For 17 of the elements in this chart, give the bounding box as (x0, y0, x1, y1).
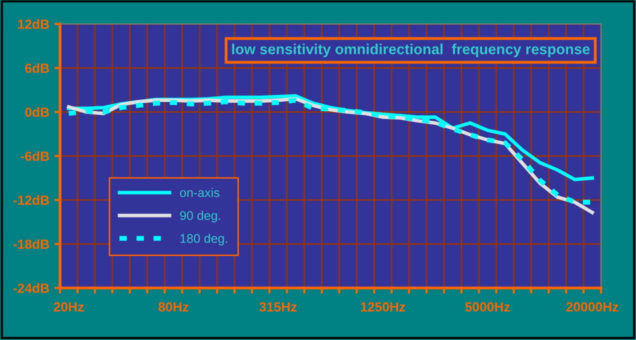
y-tick-label: -12dB (13, 195, 49, 205)
legend-label: on-axis (180, 188, 220, 198)
x-tick-label: 315Hz (259, 302, 297, 312)
y-tick-label: -6dB (20, 151, 49, 161)
x-tick-label: 20000Hz (566, 302, 618, 312)
y-tick-label: 12dB (18, 19, 49, 29)
legend-label: 180 deg. (180, 234, 228, 246)
x-tick-label: 20Hz (54, 302, 84, 312)
x-tick-label: 80Hz (158, 302, 188, 312)
y-tick-label: -18dB (13, 239, 49, 249)
x-tick-label: 1250Hz (360, 302, 406, 312)
x-tick-label: 5000Hz (465, 302, 510, 312)
text: low sensitivity omnidirectional frequency response (232, 44, 590, 58)
y-tick-label: 6dB (25, 63, 49, 73)
y-tick-label: 0dB (25, 107, 49, 117)
legend-label: 90 deg. (180, 210, 220, 222)
y-tick-label: -24dB (13, 283, 49, 293)
